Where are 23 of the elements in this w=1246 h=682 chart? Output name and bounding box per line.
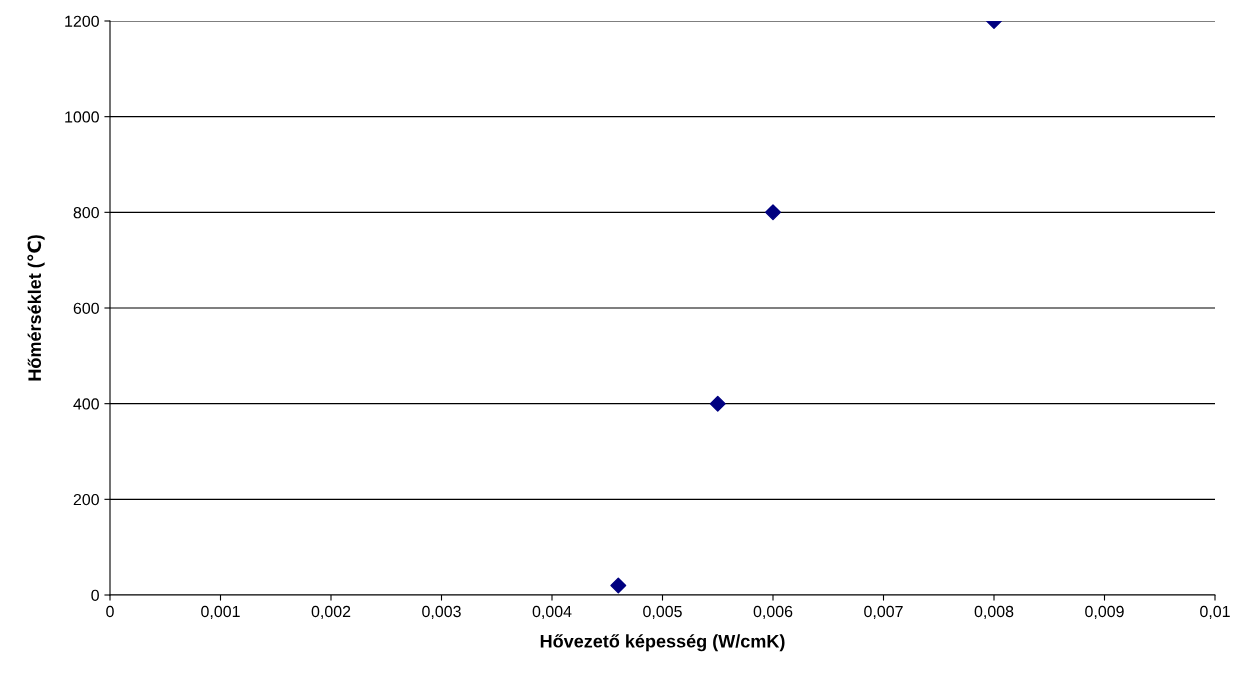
x-axis-title: Hővezető képesség (W/cmK) (540, 634, 785, 652)
point (765, 204, 781, 221)
x-tick-label: 0,002 (311, 605, 351, 620)
x-tick-label: 0,003 (422, 605, 461, 620)
x-tick-label: 0 (106, 605, 114, 618)
x-tick-label: 0,005 (643, 605, 682, 620)
y-tick-label: 600 (73, 302, 99, 314)
x-tick-label: 0,008 (974, 605, 1014, 620)
y-tick-label: 0 (91, 589, 99, 601)
y-axis-title: Hőmérséklet (℃) (27, 235, 45, 381)
x-tick-label: 0,01 (1200, 605, 1230, 620)
y-tick-label: 800 (73, 206, 99, 219)
y-tick-label: 1000 (65, 111, 99, 123)
x-tick-label: 0,001 (201, 605, 240, 620)
x-tick-label: 0,006 (753, 605, 793, 620)
point (610, 577, 627, 594)
y-tick-label: 1200 (65, 15, 99, 27)
y-tick-label: 200 (73, 493, 99, 506)
x-tick-label: 0,004 (532, 605, 572, 620)
y-tick-label: 400 (73, 398, 99, 410)
point (709, 395, 726, 412)
x-tick-label: 0,007 (864, 605, 903, 620)
x-tick-label: 0,009 (1085, 605, 1124, 620)
